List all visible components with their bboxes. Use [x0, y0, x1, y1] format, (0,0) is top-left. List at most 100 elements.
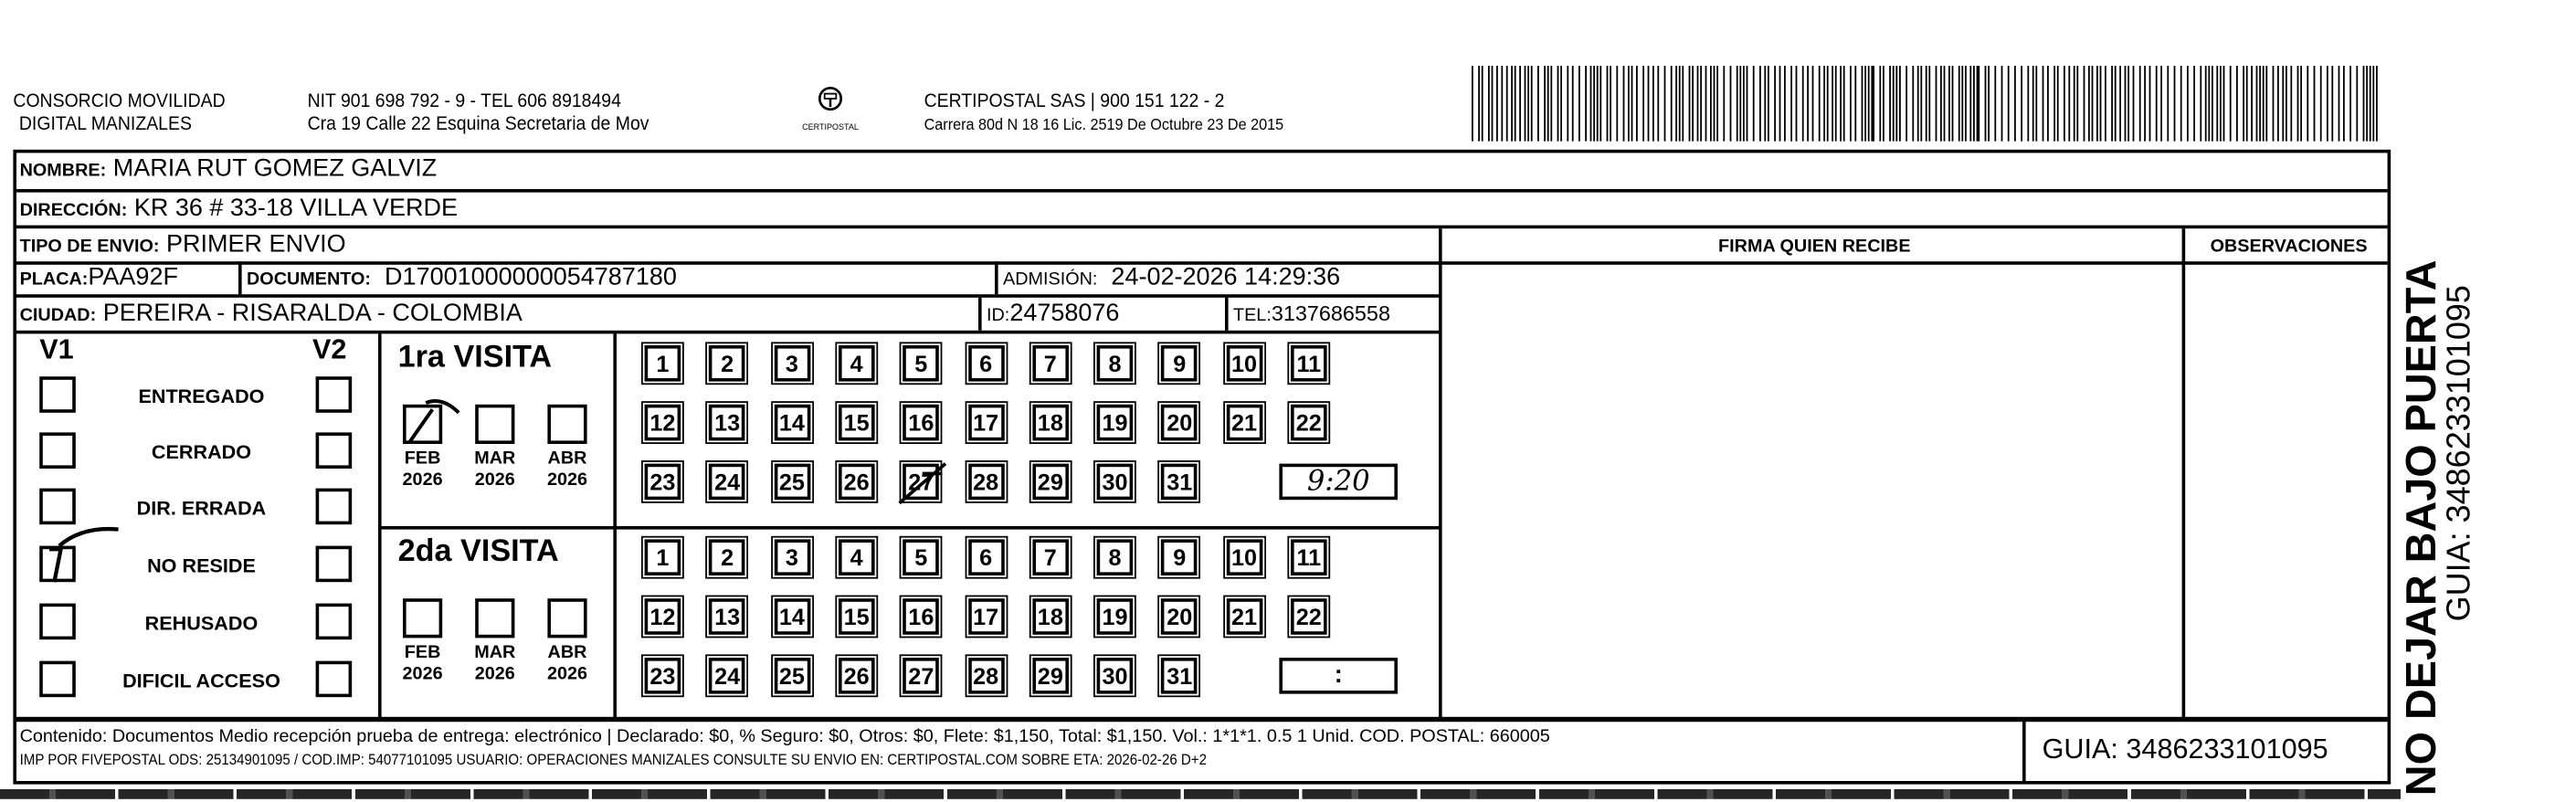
day-box[interactable]: 5 — [899, 342, 943, 385]
barcode-bar — [1784, 66, 1786, 142]
barcode-bar — [1854, 66, 1857, 142]
barcode-bar — [1688, 66, 1691, 142]
day-box[interactable]: 29 — [1029, 459, 1072, 503]
day-box[interactable]: 25 — [770, 459, 814, 503]
barcode-bar — [1759, 66, 1761, 142]
barcode-bar — [1871, 66, 1874, 142]
v2-checkbox[interactable] — [315, 603, 353, 640]
day-box[interactable]: 11 — [1287, 342, 1331, 385]
day-box[interactable]: 19 — [1093, 595, 1136, 638]
barcode-bar — [2372, 66, 2375, 142]
day-box[interactable]: 21 — [1222, 595, 1266, 638]
day-box[interactable]: 21 — [1222, 401, 1266, 444]
day-box[interactable]: 18 — [1029, 401, 1072, 444]
day-box[interactable]: 23 — [640, 459, 684, 503]
time-box[interactable]: : — [1279, 658, 1398, 694]
v1-checkbox[interactable] — [39, 660, 76, 698]
day-box[interactable]: 20 — [1157, 401, 1201, 444]
day-box[interactable]: 18 — [1029, 595, 1072, 638]
day-box[interactable]: 12 — [640, 595, 684, 638]
ciudad-label: CIUDAD: — [19, 305, 97, 326]
day-box[interactable]: 7 — [1029, 535, 1072, 579]
month-checkbox[interactable] — [547, 598, 587, 638]
day-box[interactable]: 2 — [705, 342, 749, 385]
day-box[interactable]: 14 — [770, 595, 814, 638]
v2-checkbox[interactable] — [315, 660, 353, 698]
month-checkbox[interactable] — [403, 598, 443, 638]
day-box[interactable]: 22 — [1287, 595, 1331, 638]
v2-checkbox[interactable] — [315, 488, 353, 525]
month-checkbox[interactable] — [403, 404, 443, 444]
day-box[interactable]: 12 — [640, 401, 684, 444]
day-box[interactable]: 22 — [1287, 401, 1331, 444]
day-box[interactable]: 3 — [770, 535, 814, 579]
day-box[interactable]: 13 — [705, 401, 749, 444]
day-box[interactable]: 15 — [835, 401, 879, 444]
day-box[interactable]: 25 — [770, 654, 814, 698]
v2-checkbox[interactable] — [315, 432, 353, 469]
day-box[interactable]: 17 — [964, 401, 1008, 444]
month-checkbox[interactable] — [475, 404, 515, 444]
day-box[interactable]: 10 — [1222, 535, 1266, 579]
barcode-bar — [1636, 66, 1638, 142]
day-box[interactable]: 24 — [705, 654, 749, 698]
v1-checkbox[interactable] — [39, 376, 76, 413]
barcode-bar — [1823, 66, 1825, 142]
day-box[interactable]: 26 — [835, 459, 879, 503]
barcode-bar — [1790, 66, 1792, 142]
v2-checkbox[interactable] — [315, 376, 353, 413]
day-box[interactable]: 11 — [1287, 535, 1331, 579]
day-box[interactable]: 9 — [1157, 342, 1201, 385]
barcode-bar — [1716, 66, 1718, 142]
barcode-bar — [2193, 66, 2195, 142]
day-box[interactable]: 27 — [899, 654, 943, 698]
day-box[interactable]: 7 — [1029, 342, 1072, 385]
day-box[interactable]: 30 — [1093, 459, 1136, 503]
day-box[interactable]: 6 — [964, 342, 1008, 385]
v1-checkbox[interactable] — [39, 432, 76, 469]
row-nombre: NOMBRE: MARIA RUT GOMEZ GALVIZ — [16, 153, 2388, 193]
barcode-bar — [2369, 66, 2371, 142]
day-box[interactable]: 16 — [899, 595, 943, 638]
day-box[interactable]: 4 — [835, 535, 879, 579]
v1-checkbox[interactable] — [39, 603, 76, 640]
day-box[interactable]: 4 — [835, 342, 879, 385]
day-box[interactable]: 31 — [1157, 654, 1201, 698]
time-box[interactable]: 9:20 — [1279, 463, 1398, 501]
day-box[interactable]: 30 — [1093, 654, 1136, 698]
barcode-bar — [1899, 66, 1901, 142]
day-box[interactable]: 16 — [899, 401, 943, 444]
v1-checkbox[interactable] — [39, 488, 76, 525]
day-box[interactable]: 17 — [964, 595, 1008, 638]
day-box[interactable]: 15 — [835, 595, 879, 638]
barcode-bar — [1524, 66, 1526, 142]
day-box[interactable]: 5 — [899, 535, 943, 579]
day-box[interactable]: 8 — [1093, 535, 1136, 579]
day-box[interactable]: 31 — [1157, 459, 1201, 503]
day-box[interactable]: 26 — [835, 654, 879, 698]
day-box[interactable]: 20 — [1157, 595, 1201, 638]
day-box[interactable]: 13 — [705, 595, 749, 638]
day-box[interactable]: 3 — [770, 342, 814, 385]
barcode-bar — [2138, 66, 2141, 142]
day-box[interactable]: 1 — [640, 535, 684, 579]
day-box[interactable]: 23 — [640, 654, 684, 698]
day-box[interactable]: 24 — [705, 459, 749, 503]
month-checkbox[interactable] — [547, 404, 587, 444]
day-box[interactable]: 1 — [640, 342, 684, 385]
barcode-bar — [1511, 66, 1513, 142]
day-box[interactable]: 28 — [964, 654, 1008, 698]
day-box[interactable]: 14 — [770, 401, 814, 444]
day-box[interactable]: 29 — [1029, 654, 1072, 698]
day-box[interactable]: 6 — [964, 535, 1008, 579]
day-box[interactable]: 8 — [1093, 342, 1136, 385]
month-checkbox[interactable] — [475, 598, 515, 638]
day-box[interactable]: 19 — [1093, 401, 1136, 444]
day-box[interactable]: 2 — [705, 535, 749, 579]
v2-checkbox[interactable] — [315, 545, 353, 583]
day-box[interactable]: 28 — [964, 459, 1008, 503]
visit-row-divider — [378, 526, 1439, 530]
day-box[interactable]: 9 — [1157, 535, 1201, 579]
row-placa: PLACA:PAA92F DOCUMENTO: D170010000000547… — [16, 261, 1439, 298]
day-box[interactable]: 10 — [1222, 342, 1266, 385]
